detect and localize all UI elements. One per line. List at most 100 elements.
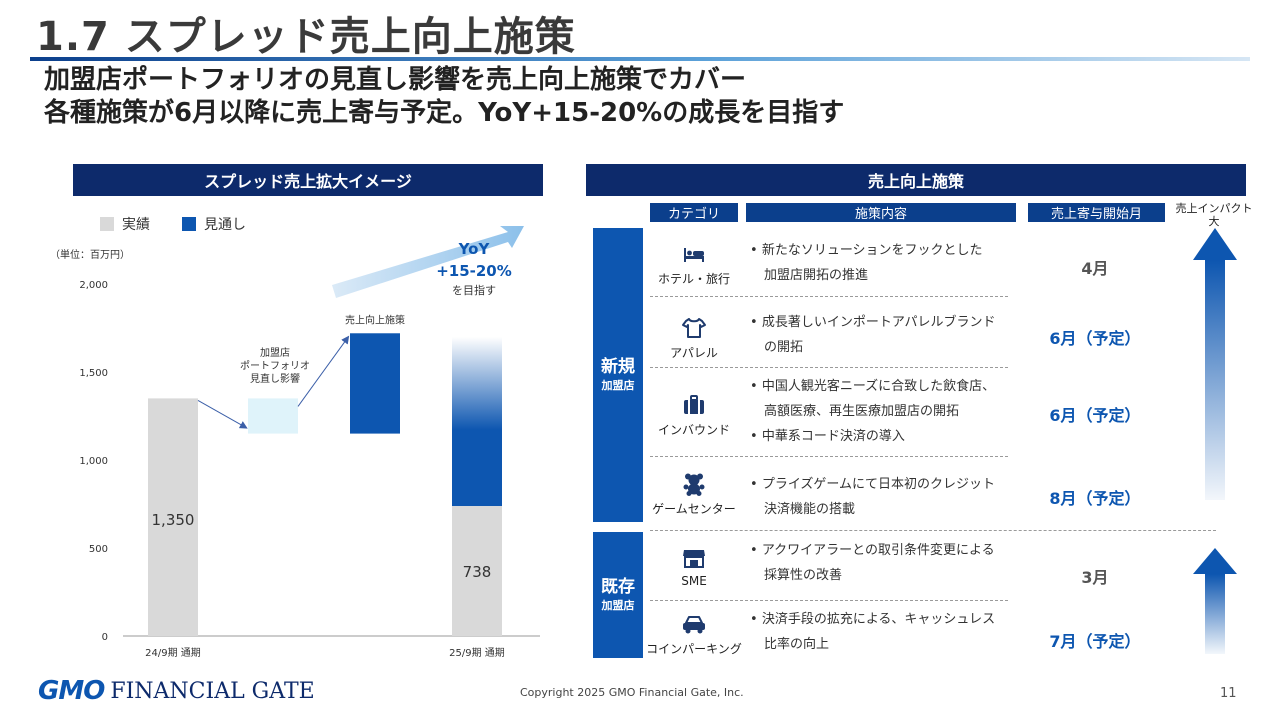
start-month: 8月（予定） (1049, 489, 1141, 508)
column-header-impact: 売上インパクト大 (1175, 202, 1253, 228)
desc-line: • 決済手段の拡充による、キャッシュレス (750, 612, 996, 627)
desc-line-text: 加盟店開拓の推進 (764, 268, 869, 283)
y-tick-label: 500 (89, 544, 108, 555)
category-apparel: アパレル (650, 316, 738, 361)
portfolio-annotation-line: 見直し影響 (250, 372, 300, 385)
row-divider (650, 367, 1008, 368)
category-label: コインパーキング (646, 642, 742, 656)
yoy-target-label: を目指す (452, 283, 496, 297)
bar-revenue-measures (350, 333, 400, 434)
company-logo: GMO FINANCIAL GATE (38, 676, 315, 706)
desc-line-text: の開拓 (764, 340, 804, 355)
subtitle-line-2: 各種施策が6月以降に売上寄与予定。YoY+15-20%の成長を目指す (44, 98, 845, 128)
impact-arrows (1193, 228, 1237, 654)
chart-legend: 実績 見通し (100, 214, 246, 234)
start-month: 4月 (1081, 259, 1109, 278)
category-inbound: インバウンド (650, 393, 738, 438)
chart-panel-header: スプレッド売上拡大イメージ (73, 164, 543, 196)
group-label-small: 加盟店 (601, 599, 635, 612)
x-axis: 24/9期 通期 25/9期 通期 (145, 647, 505, 659)
bar-actual-25-9 (452, 506, 502, 636)
desc-line-text: アクワイアラーとの取引条件変更による (761, 543, 995, 558)
page-subtitle: 加盟店ポートフォリオの見直し影響を売上向上施策でカバー 各種施策が6月以降に売上… (44, 64, 844, 130)
bar-portfolio-impact (248, 398, 298, 434)
y-tick-label: 2,000 (79, 280, 108, 291)
bar-actual-24-9 (148, 398, 198, 636)
chart-unit-label: （単位：百万円） (50, 248, 130, 261)
group-divider (650, 530, 1216, 531)
y-axis: 0 500 1,000 1,500 2,000 (79, 280, 108, 643)
copyright-text: Copyright 2025 GMO Financial Gate, Inc. (520, 686, 744, 699)
desc-line-text: プライズゲームにて日本初のクレジット (761, 477, 996, 492)
category-label: ホテル・旅行 (657, 272, 730, 286)
desc-line-text: 決済機能の搭載 (764, 502, 856, 517)
measure-description: • 新たなソリューションをフックとした 加盟店開拓の推進 (750, 238, 1015, 288)
category-coin-parking: コインパーキング (646, 612, 742, 657)
measure-description: • 決済手段の拡充による、キャッシュレス 比率の向上 (750, 607, 1015, 657)
desc-line: • アクワイアラーとの取引条件変更による (750, 543, 995, 558)
desc-line: 比率の向上 (750, 632, 1015, 657)
y-tick-label: 0 (102, 632, 108, 643)
connector-arrow (297, 335, 350, 407)
start-month: 3月 (1081, 568, 1109, 587)
logo-gmo: GMO (38, 676, 105, 706)
desc-line: • 中国人観光客ニーズに合致した飲食店、 (750, 379, 996, 394)
car-icon (683, 616, 705, 634)
group-existing-merchants: 既存 加盟店 (593, 532, 643, 658)
category-label: インバウンド (657, 423, 730, 437)
category-game-center: ゲームセンター (650, 472, 738, 517)
suitcase-icon (684, 395, 704, 414)
desc-line-text: 成長著しいインポートアパレルブランド (761, 315, 996, 330)
measures-panel-header: 売上向上施策 (586, 164, 1246, 196)
bar-value-label: 738 (463, 563, 492, 581)
measure-description: • プライズゲームにて日本初のクレジット 決済機能の搭載 (750, 472, 1015, 522)
teddy-bear-icon (683, 473, 705, 496)
desc-line: 決済機能の搭載 (750, 497, 1015, 522)
legend-swatch-forecast (182, 217, 196, 231)
tshirt-icon (682, 318, 706, 338)
column-header-content: 施策内容 (746, 203, 1016, 222)
desc-line-text: 中華系コード決済の導入 (761, 429, 905, 444)
group-new-merchants: 新規 加盟店 (593, 228, 643, 522)
x-tick-label: 24/9期 通期 (145, 647, 201, 659)
row-divider (650, 456, 1008, 457)
desc-line: • 中華系コード決済の導入 (750, 429, 905, 444)
impact-arrow-existing (1193, 548, 1237, 654)
desc-line-text: 新たなソリューションをフックとした (761, 243, 983, 258)
start-month: 6月（予定） (1049, 406, 1141, 425)
desc-line-text: 採算性の改善 (764, 568, 843, 583)
y-tick-label: 1,000 (79, 456, 108, 467)
legend-item-actual: 実績 (100, 214, 150, 234)
desc-line-text: 高額医療、再生医療加盟店の開拓 (764, 404, 960, 419)
yoy-label: YoY (458, 240, 491, 258)
category-label: ゲームセンター (652, 502, 736, 516)
column-header-month: 売上寄与開始月 (1028, 203, 1165, 222)
measure-description: • 成長著しいインポートアパレルブランド の開拓 (750, 310, 1015, 360)
impact-arrow-new (1193, 228, 1237, 500)
portfolio-annotation-line: 加盟店 (260, 346, 290, 359)
bar-value-label: 1,350 (152, 511, 195, 529)
yoy-value: +15-20% (436, 262, 512, 280)
group-label-big: 既存 (601, 577, 635, 597)
desc-line: • 成長著しいインポートアパレルブランド (750, 315, 996, 330)
column-header-category: カテゴリ (650, 203, 738, 222)
desc-line: • 新たなソリューションをフックとした (750, 243, 983, 258)
desc-line: • プライズゲームにて日本初のクレジット (750, 477, 996, 492)
row-divider (650, 600, 1008, 601)
legend-swatch-actual (100, 217, 114, 231)
start-month: 6月（予定） (1049, 329, 1141, 348)
growth-arrow (332, 226, 524, 298)
category-label: SME (681, 574, 707, 588)
desc-line: 高額医療、再生医療加盟店の開拓 (750, 399, 1015, 424)
legend-label-actual: 実績 (122, 217, 150, 233)
x-tick-label: 25/9期 通期 (449, 647, 505, 659)
subtitle-line-1: 加盟店ポートフォリオの見直し影響を売上向上施策でカバー (44, 65, 747, 95)
bar-forecast-25-9 (452, 336, 502, 507)
desc-line: 加盟店開拓の推進 (750, 263, 1015, 288)
measure-description: • アクワイアラーとの取引条件変更による 採算性の改善 (750, 538, 1015, 588)
y-tick-label: 1,500 (79, 368, 108, 379)
desc-line-text: 決済手段の拡充による、キャッシュレス (761, 612, 996, 627)
desc-line-text: 比率の向上 (764, 637, 830, 652)
category-label: アパレル (670, 346, 718, 360)
